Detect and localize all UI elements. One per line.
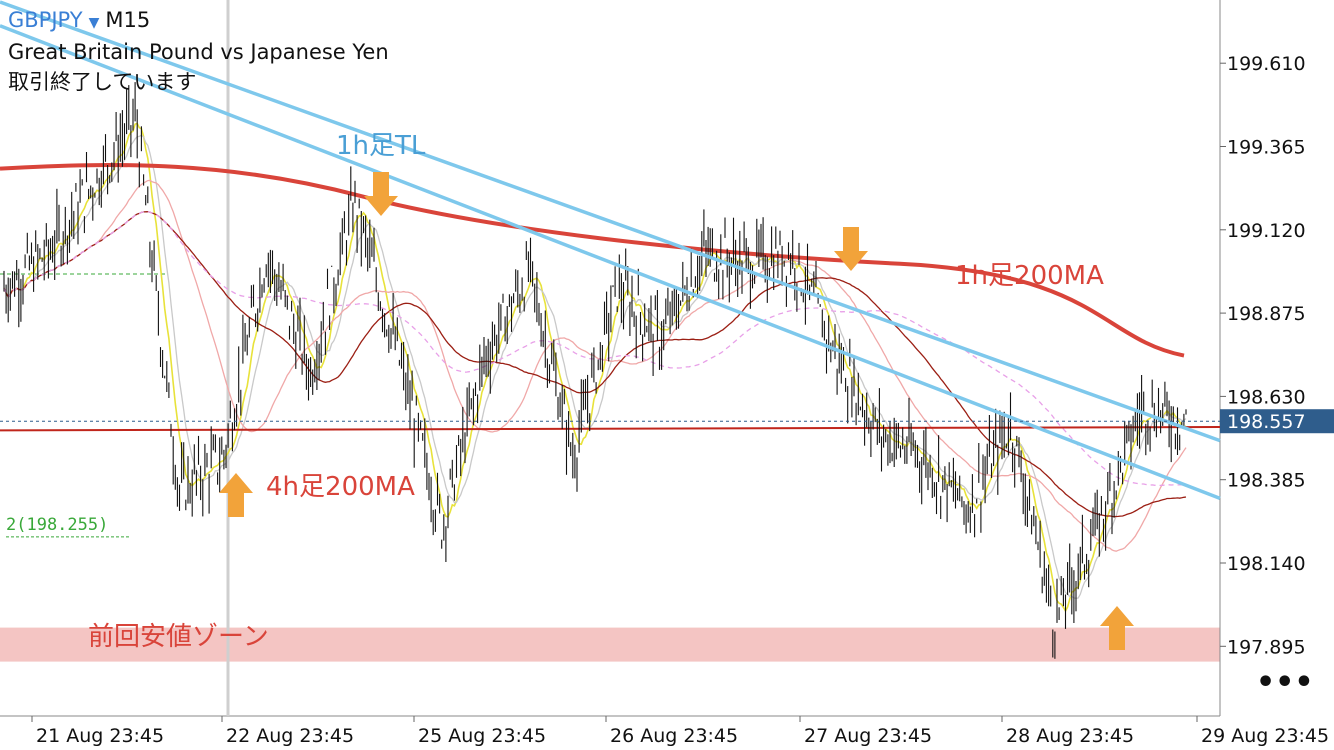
ma-fast-line — [3, 122, 1187, 613]
ma-4h-200-line — [0, 426, 1221, 432]
ma-dashed-line — [3, 211, 1187, 487]
ma-mid-line — [3, 134, 1187, 599]
time-tick-label: 25 Aug 23:45 — [418, 725, 546, 747]
market-status: 取引終了しています — [8, 70, 197, 94]
arrow-down-icon — [834, 227, 868, 271]
time-tick-label: 28 Aug 23:45 — [1006, 725, 1134, 747]
arrow-up-icon — [1100, 606, 1134, 650]
price-tick-label: 198.385 — [1227, 470, 1306, 492]
arrow-down-icon — [364, 172, 398, 216]
price-tick-label: 197.895 — [1227, 636, 1306, 658]
annotation-zone: 前回安値ゾーン — [88, 622, 269, 652]
symbol-description: Great Britain Pound vs Japanese Yen — [8, 40, 389, 64]
annotation-4h-200ma: 4h足200MA — [266, 472, 415, 502]
annotation-1h-tl: 1h足TL — [336, 131, 426, 161]
dropdown-icon[interactable]: ▼ — [88, 15, 100, 31]
time-tick-label: 21 Aug 23:45 — [36, 725, 164, 747]
timeframe-label[interactable]: M15 — [105, 8, 151, 32]
current-price-badge — [1220, 409, 1334, 434]
price-tick-label: 198.875 — [1227, 303, 1306, 325]
arrow-up-icon — [219, 473, 253, 517]
time-tick-label: 22 Aug 23:45 — [226, 725, 354, 747]
price-tick-label: 198.630 — [1227, 386, 1306, 408]
symbol-header[interactable]: GBPJPY ▼ M15 — [8, 8, 150, 32]
time-tick-label: 26 Aug 23:45 — [610, 725, 738, 747]
annotation-1h-200ma: 1h足200MA — [955, 261, 1104, 291]
previous-low-zone — [0, 627, 1220, 662]
price-tick-label: 198.140 — [1227, 553, 1306, 575]
time-tick-label: 29 Aug 23:45 — [1201, 725, 1329, 747]
level-label: 2(198.255) — [6, 515, 108, 535]
symbol-name[interactable]: GBPJPY — [8, 8, 83, 32]
ma-slow-line — [3, 179, 1187, 552]
price-tick-label: 199.365 — [1227, 137, 1306, 159]
trendline-2[interactable] — [0, 24, 1221, 501]
price-tick-label: 199.610 — [1227, 53, 1306, 75]
ma-1h-200-line — [0, 163, 1185, 358]
trendline-1[interactable] — [0, 0, 1221, 443]
price-tick-label: 199.120 — [1227, 220, 1306, 242]
current-price-label: 198.557 — [1227, 411, 1306, 433]
time-tick-label: 27 Aug 23:45 — [804, 725, 932, 747]
more-menu-icon[interactable]: ••• — [1256, 665, 1314, 700]
